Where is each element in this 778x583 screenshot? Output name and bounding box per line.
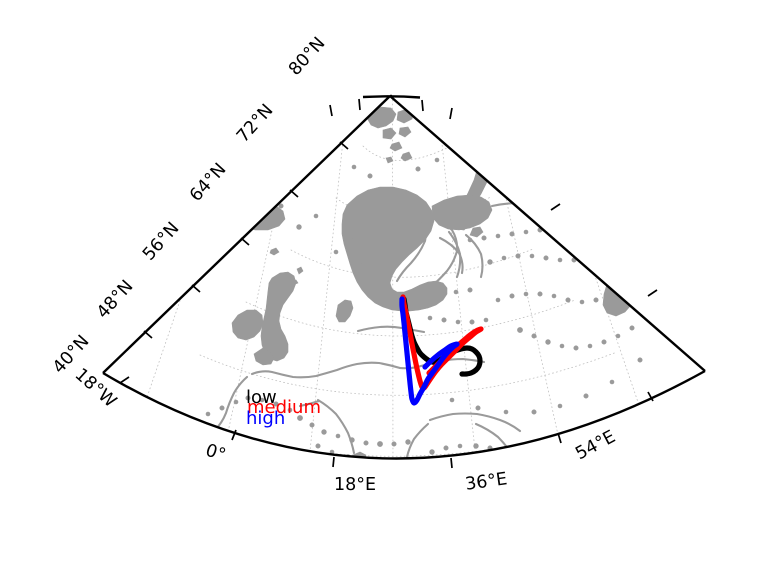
latitude-label-1: 72°N [233, 101, 277, 147]
tick-marks [119, 98, 658, 469]
longitude-label-2: 18°E [334, 475, 376, 495]
legend-item-medium: medium [247, 397, 321, 418]
map-frame [102, 94, 706, 460]
legend-item-high: high [246, 408, 285, 429]
trajectory-high [399, 296, 460, 406]
latitude-label-0: 80°N [285, 34, 329, 80]
latitude-label-4: 48°N [93, 277, 137, 323]
trajectory-group [399, 294, 484, 406]
longitude-label-4: 54°E [572, 427, 619, 464]
longitude-label-3: 36°E [464, 469, 508, 495]
latitude-label-2: 64°N [186, 160, 230, 206]
latitude-label-3: 56°N [139, 219, 183, 265]
legend-item-low: low [246, 387, 277, 408]
longitude-label-1: 0° [203, 441, 228, 466]
